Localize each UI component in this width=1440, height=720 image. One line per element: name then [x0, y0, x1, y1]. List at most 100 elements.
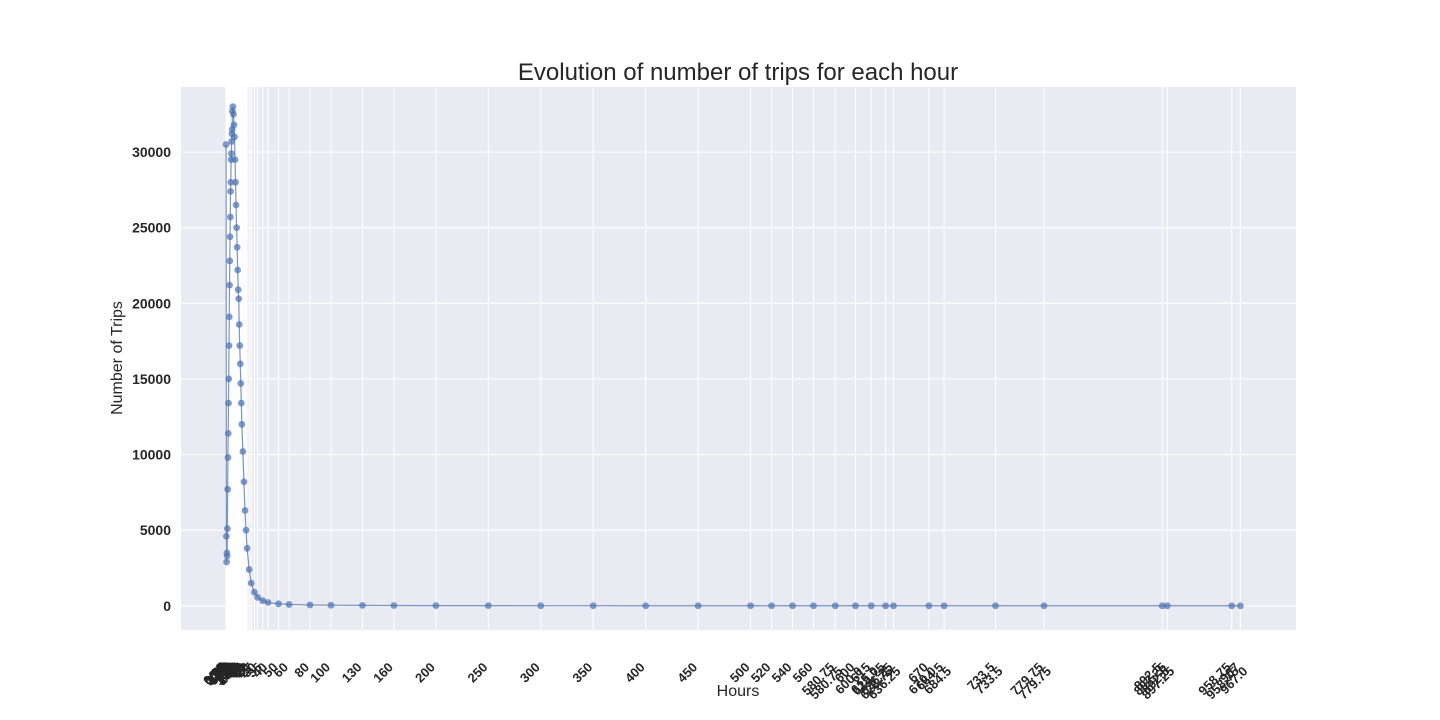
data-point	[237, 399, 245, 407]
data-point	[239, 448, 247, 455]
data-point	[484, 602, 492, 610]
data-point	[225, 342, 233, 350]
x-tick-label: 250	[465, 660, 491, 686]
data-point	[882, 602, 890, 610]
data-point	[236, 360, 244, 368]
plot-background	[181, 87, 1296, 630]
y-tick-label: 10000	[132, 447, 171, 463]
data-point	[992, 602, 999, 610]
data-point	[852, 602, 859, 610]
data-point	[810, 602, 817, 610]
data-point	[231, 133, 238, 141]
x-axis-label: Hours	[717, 683, 760, 700]
data-point	[224, 525, 231, 533]
data-point	[237, 380, 245, 387]
data-point	[232, 201, 240, 209]
data-point	[222, 141, 230, 148]
data-point	[235, 295, 243, 303]
data-point	[230, 121, 238, 129]
data-point	[241, 507, 249, 514]
x-tick-label: 130	[339, 660, 365, 686]
data-point	[226, 281, 233, 289]
data-point	[1237, 602, 1244, 610]
data-point	[275, 600, 282, 608]
data-point	[235, 321, 243, 328]
data-point	[254, 593, 261, 601]
data-point	[225, 399, 232, 407]
data-point	[1163, 602, 1171, 610]
data-point	[642, 602, 650, 610]
data-point	[1158, 602, 1166, 610]
y-tick-label: 5000	[140, 522, 171, 538]
data-point	[227, 187, 234, 195]
data-point	[925, 602, 933, 610]
data-point	[224, 485, 232, 493]
data-point	[232, 178, 239, 186]
data-point	[432, 602, 440, 609]
data-point	[589, 602, 597, 610]
data-point	[233, 243, 241, 251]
data-point	[231, 156, 239, 164]
y-tick-label: 25000	[132, 220, 171, 236]
data-point	[225, 313, 233, 321]
data-point	[1040, 602, 1048, 610]
data-point	[789, 602, 796, 610]
x-tick-label: 350	[569, 660, 595, 686]
x-tick-labels: 00.250.50.7511.251.51.7522.252.52.7533.2…	[200, 659, 1251, 702]
data-point	[243, 544, 251, 552]
data-point	[240, 478, 248, 486]
data-point	[226, 257, 234, 265]
x-tick-label: 200	[412, 660, 438, 686]
y-axis-label: Number of Trips	[109, 301, 126, 415]
data-point	[251, 588, 258, 596]
data-point	[694, 602, 702, 610]
data-point	[890, 602, 897, 610]
data-point	[225, 375, 233, 383]
data-point	[223, 552, 231, 560]
data-point	[285, 601, 293, 608]
data-point	[390, 602, 398, 609]
y-tick-labels: 0 5000 10000 15000 20000 25000 30000	[132, 144, 171, 614]
data-point	[359, 601, 366, 609]
data-point	[768, 602, 775, 610]
y-tick-label: 30000	[132, 144, 171, 160]
data-point	[831, 602, 839, 610]
data-point	[233, 224, 240, 232]
data-point	[259, 597, 267, 605]
data-point	[227, 178, 235, 186]
data-point	[940, 602, 948, 610]
y-tick-label: 20000	[132, 295, 171, 311]
data-point	[222, 532, 230, 540]
data-point	[224, 454, 232, 461]
y-tick-label: 0	[163, 598, 171, 614]
data-series	[222, 103, 1244, 610]
data-point	[234, 266, 242, 274]
data-point	[236, 342, 244, 350]
data-point	[229, 103, 237, 111]
x-tick-label: 300	[517, 660, 543, 686]
data-point	[867, 602, 875, 610]
data-point	[242, 526, 250, 534]
x-tick-label: 100	[307, 660, 333, 686]
data-point	[747, 602, 754, 610]
x-tick-label: 450	[674, 660, 700, 686]
x-tick-label: 400	[622, 660, 648, 686]
data-point	[226, 213, 234, 221]
y-tick-label: 15000	[132, 371, 171, 387]
data-point	[226, 233, 234, 241]
data-point	[327, 601, 335, 609]
chart-title: Evolution of number of trips for each ho…	[518, 59, 958, 86]
grid-lines	[181, 87, 1296, 630]
data-point	[537, 602, 545, 610]
data-point	[238, 420, 246, 428]
data-point	[264, 599, 272, 606]
data-point	[245, 566, 253, 573]
data-point	[227, 150, 235, 157]
data-point	[247, 579, 255, 587]
x-tick-label: 160	[370, 660, 396, 686]
data-point	[1228, 602, 1236, 610]
data-point	[306, 601, 314, 609]
data-point	[234, 286, 242, 294]
data-point	[223, 558, 231, 566]
